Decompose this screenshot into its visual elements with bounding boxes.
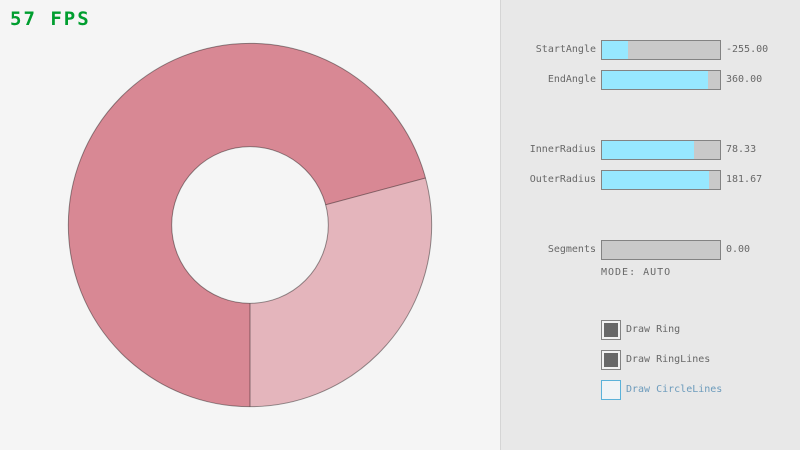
outer-radius-label: OuterRadius <box>529 174 596 185</box>
draw-circlelines-checkbox[interactable] <box>601 380 621 400</box>
inner-radius-label: InnerRadius <box>529 144 596 155</box>
outer-radius-row: OuterRadius 181.67 <box>501 170 800 190</box>
ring-fill <box>68 43 432 407</box>
inner-radius-slider-fill <box>602 141 695 159</box>
ring-outer-line <box>67 42 433 408</box>
draw-ring-label: Draw Ring <box>626 324 681 335</box>
segments-label: Segments <box>547 244 596 255</box>
start-angle-value: -255.00 <box>726 44 769 55</box>
start-angle-slider-fill <box>602 41 628 59</box>
draw-ringlines-checkbox[interactable] <box>601 350 621 370</box>
draw-circlelines-row: Draw CircleLines <box>501 380 800 400</box>
outer-radius-slider-fill <box>602 171 710 189</box>
draw-ringlines-row: Draw RingLines <box>501 350 800 370</box>
draw-ring-row: Draw Ring <box>501 320 800 340</box>
draw-circlelines-label: Draw CircleLines <box>626 384 723 395</box>
mode-label: MODE: AUTO <box>601 267 672 278</box>
end-angle-slider-fill <box>602 71 709 89</box>
inner-radius-value: 78.33 <box>726 144 757 155</box>
fps-counter: 57 FPS <box>10 8 91 30</box>
start-angle-slider[interactable] <box>601 40 721 60</box>
outer-radius-slider[interactable] <box>601 170 721 190</box>
start-angle-row: StartAngle -255.00 <box>501 40 800 60</box>
end-angle-value: 360.00 <box>726 74 763 85</box>
end-angle-slider[interactable] <box>601 70 721 90</box>
end-angle-label: EndAngle <box>547 74 596 85</box>
ring-overlap-fill <box>68 43 426 407</box>
outer-radius-value: 181.67 <box>726 174 763 185</box>
draw-ringlines-label: Draw RingLines <box>626 354 711 365</box>
inner-radius-slider[interactable] <box>601 140 721 160</box>
ring-canvas <box>67 42 433 408</box>
draw-ringlines-check-mark <box>604 353 618 367</box>
segments-slider[interactable] <box>601 240 721 260</box>
ring-start-line <box>325 177 426 206</box>
segments-value: 0.00 <box>726 244 751 255</box>
segments-row: Segments 0.00 <box>501 240 800 260</box>
draw-ring-check-mark <box>604 323 618 337</box>
ring-inner-line <box>171 146 329 304</box>
start-angle-label: StartAngle <box>535 44 596 55</box>
end-angle-row: EndAngle 360.00 <box>501 70 800 90</box>
inner-radius-row: InnerRadius 78.33 <box>501 140 800 160</box>
draw-ring-checkbox[interactable] <box>601 320 621 340</box>
control-panel: MODE: AUTO StartAngle -255.00 EndAngle 360.… <box>500 0 800 450</box>
